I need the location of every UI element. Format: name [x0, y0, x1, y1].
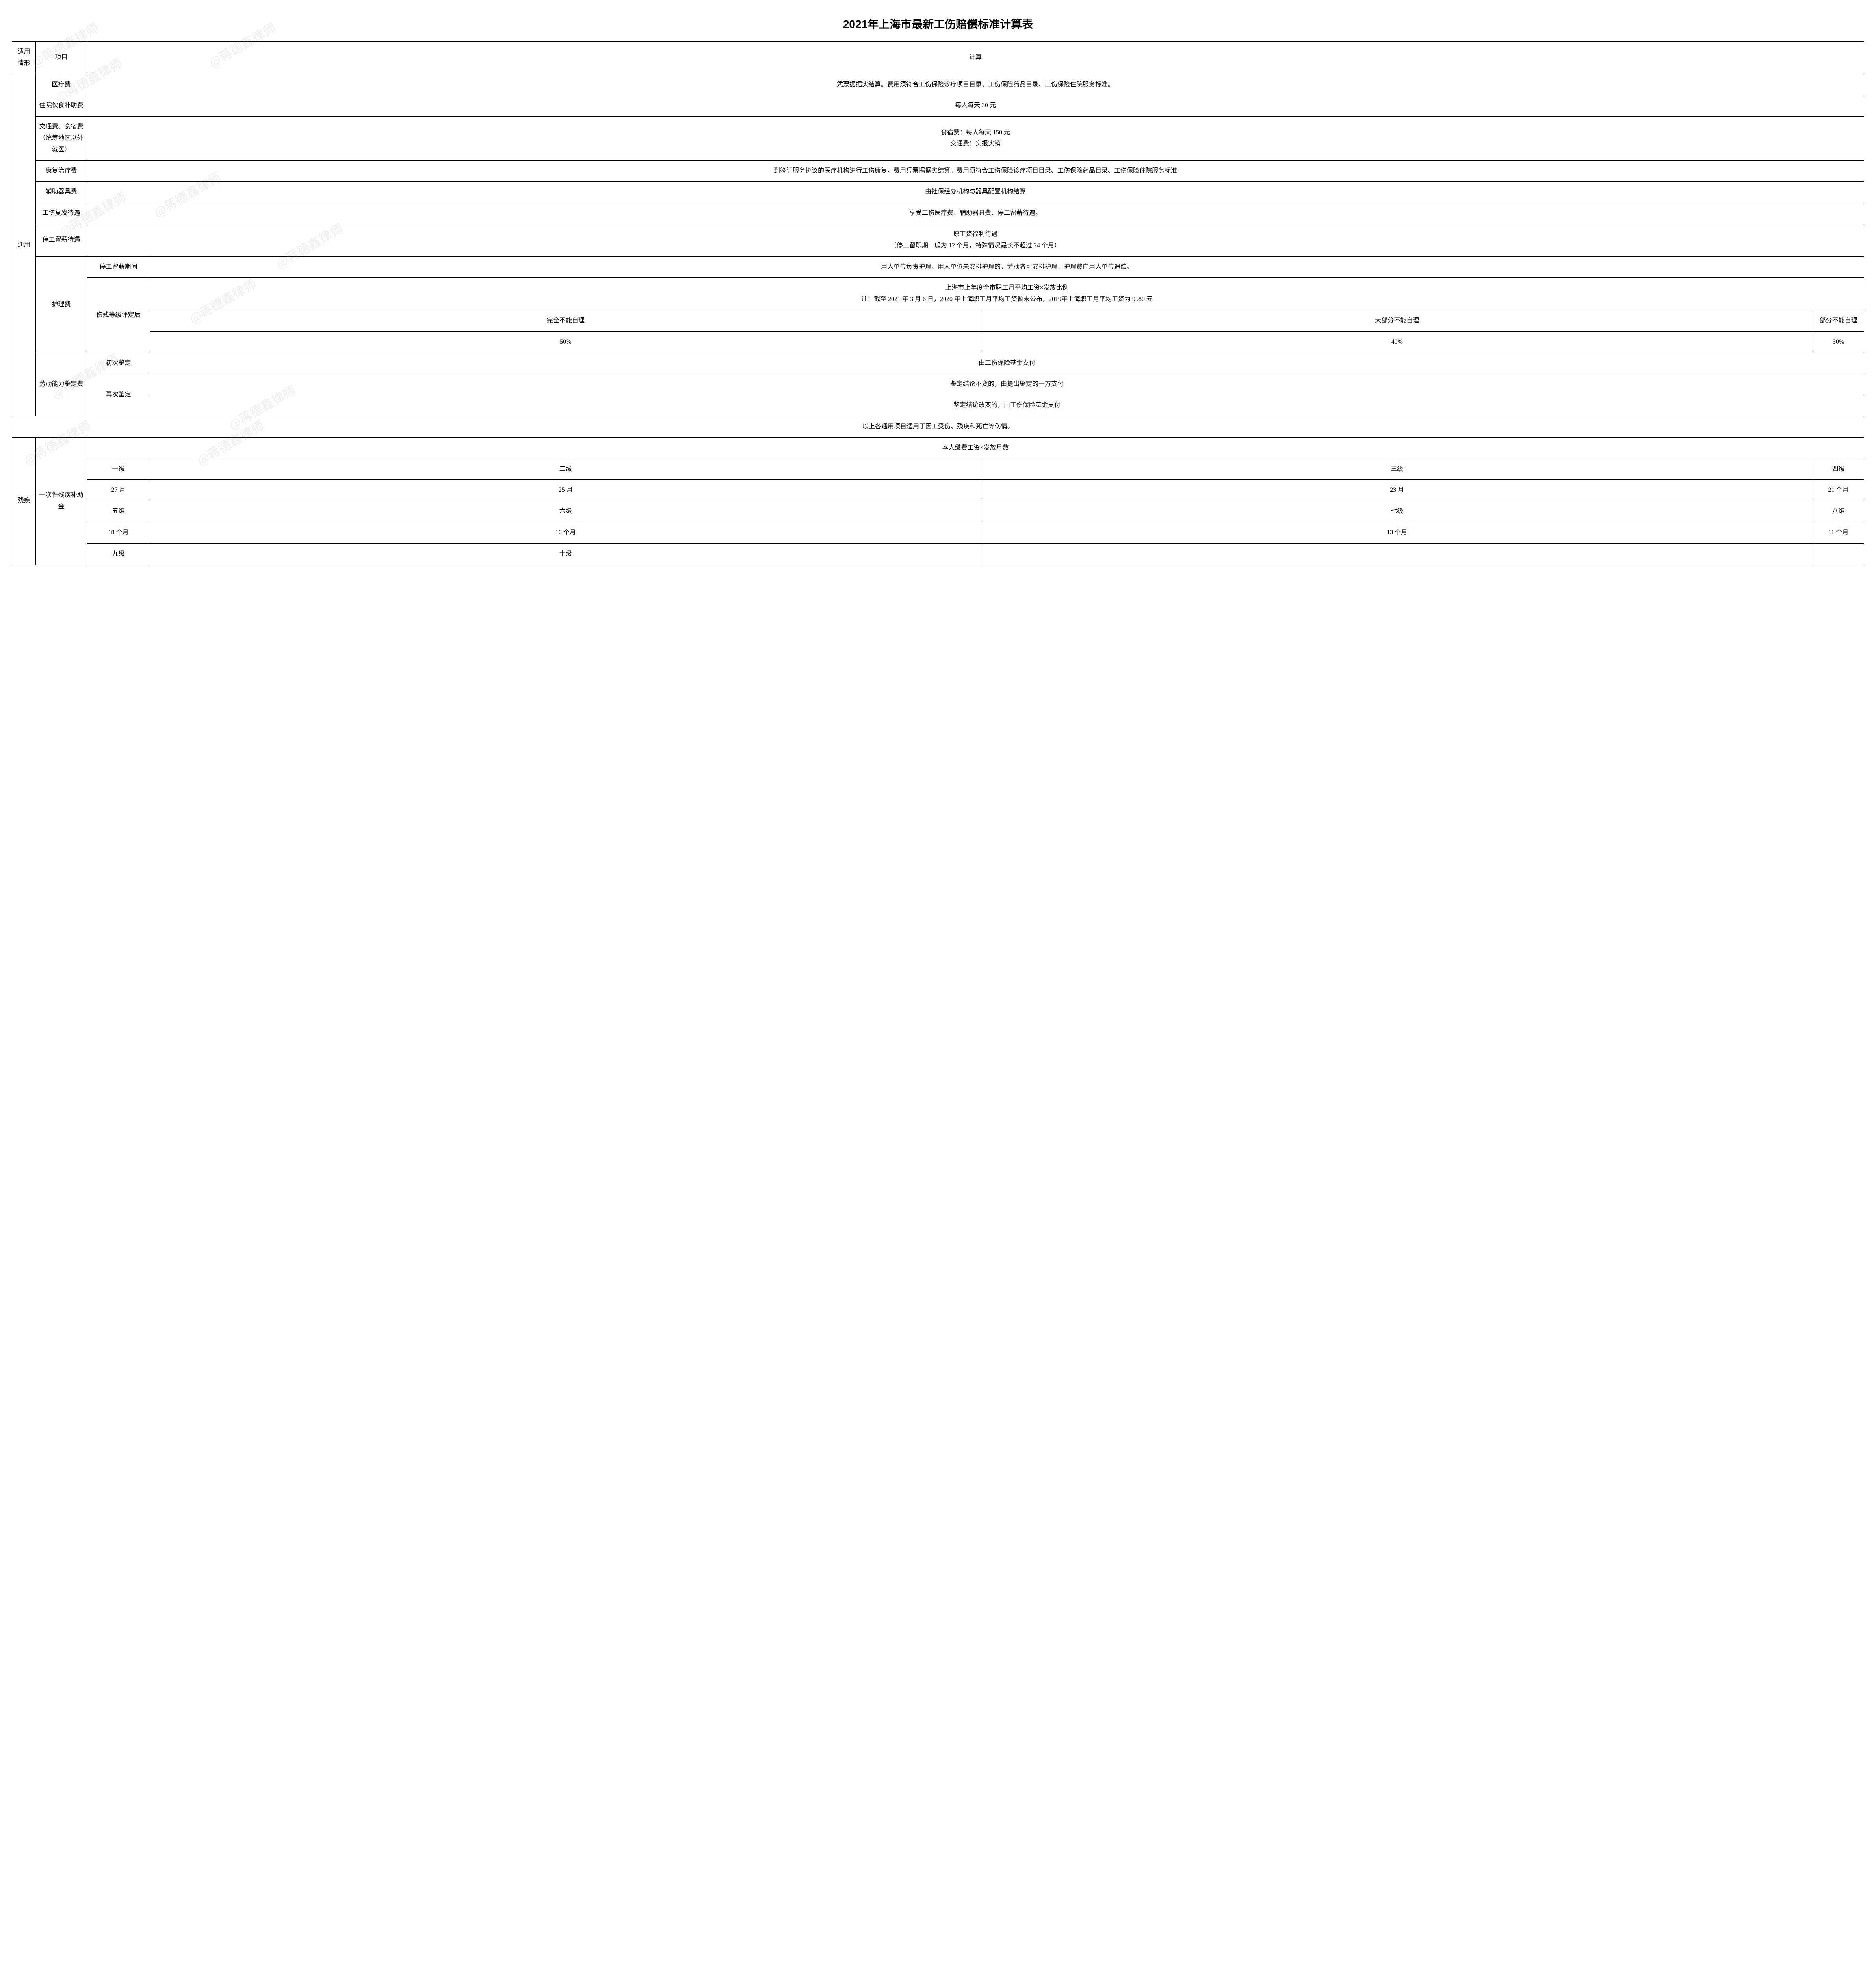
lump-g8: 八级 [1813, 501, 1864, 522]
calc-transport: 食宿费：每人每天 150 元 交通费：实报实销 [87, 117, 1864, 160]
table-row: 再次鉴定 鉴定结论不变的，由提出鉴定的一方支付 [12, 374, 1864, 395]
lump-g7: 七级 [981, 501, 1813, 522]
nursing-period-calc: 用人单位负责护理，用人单位未安排护理的，劳动者可安排护理，护理费向用人单位追偿。 [150, 256, 1864, 278]
assessment-second-calc2: 鉴定结论改变的，由工伤保险基金支付 [150, 395, 1864, 416]
nursing-level-full: 完全不能自理 [150, 310, 981, 331]
table-row: 康复治疗费 到签订服务协议的医疗机构进行工伤康复，费用凭票据据实结算。费用须符合… [12, 160, 1864, 182]
nursing-after-calc: 上海市上年度全市职工月平均工资×发放比例 注：截至 2021 年 3 月 6 日… [150, 278, 1864, 310]
scenario-disability: 残疾 [12, 437, 36, 565]
table-row: 50% 40% 30% [12, 331, 1864, 353]
table-row: 护理费 停工留薪期间 用人单位负责护理，用人单位未安排护理的，劳动者可安排护理，… [12, 256, 1864, 278]
assessment-first-calc: 由工伤保险基金支付 [150, 353, 1864, 374]
calc-hospital-food: 每人每天 30 元 [87, 95, 1864, 117]
table-row: 辅助器具费 由社保经办机构与器具配置机构结算 [12, 182, 1864, 203]
item-lump: 一次性残疾补助金 [36, 437, 87, 565]
table-row: 伤残等级评定后 上海市上年度全市职工月平均工资×发放比例 注：截至 2021 年… [12, 278, 1864, 310]
item-nursing: 护理费 [36, 256, 87, 353]
item-stoppay: 停工留薪待遇 [36, 224, 87, 256]
item-transport: 交通费、食宿费（统筹地区以外就医） [36, 117, 87, 160]
item-recurrence: 工伤复发待遇 [36, 203, 87, 224]
calc-recurrence: 享受工伤医疗费、辅助器具费、停工留薪待遇。 [87, 203, 1864, 224]
item-aids: 辅助器具费 [36, 182, 87, 203]
lump-g2: 二级 [150, 459, 981, 480]
lump-m3: 23 月 [981, 480, 1813, 501]
item-hospital-food: 住院伙食补助费 [36, 95, 87, 117]
nursing-ratio-full: 50% [150, 331, 981, 353]
lump-m4: 21 个月 [1813, 480, 1864, 501]
compensation-table: 适用情形 项目 计算 通用 医疗费 凭票据据实结算。费用须符合工伤保险诊疗项目目… [12, 41, 1864, 565]
nursing-period-label: 停工留薪期间 [87, 256, 150, 278]
item-rehab: 康复治疗费 [36, 160, 87, 182]
item-medical: 医疗费 [36, 74, 87, 95]
calc-medical: 凭票据据实结算。费用须符合工伤保险诊疗项目目录、工伤保险药品目录、工伤保险住院服… [87, 74, 1864, 95]
lump-g5: 五级 [87, 501, 150, 522]
common-note: 以上各通用项目适用于因工受伤、残疾和死亡等伤情。 [12, 416, 1864, 437]
header-item: 项目 [36, 42, 87, 74]
lump-g1: 一级 [87, 459, 150, 480]
table-row: 九级 十级 [12, 543, 1864, 565]
table-row: 18 个月 16 个月 13 个月 11 个月 [12, 522, 1864, 543]
table-row: 工伤复发待遇 享受工伤医疗费、辅助器具费、停工留薪待遇。 [12, 203, 1864, 224]
nursing-ratio-most: 40% [981, 331, 1813, 353]
table-row: 交通费、食宿费（统筹地区以外就医） 食宿费：每人每天 150 元 交通费：实报实… [12, 117, 1864, 160]
table-row: 通用 医疗费 凭票据据实结算。费用须符合工伤保险诊疗项目目录、工伤保险药品目录、… [12, 74, 1864, 95]
header-calc: 计算 [87, 42, 1864, 74]
table-row: 完全不能自理 大部分不能自理 部分不能自理 [12, 310, 1864, 331]
assessment-second-label: 再次鉴定 [87, 374, 150, 416]
table-row: 劳动能力鉴定费 初次鉴定 由工伤保险基金支付 [12, 353, 1864, 374]
lump-g4: 四级 [1813, 459, 1864, 480]
lump-empty2 [1813, 543, 1864, 565]
table-row: 残疾 一次性残疾补助金 本人缴费工资×发放月数 [12, 437, 1864, 459]
calc-aids: 由社保经办机构与器具配置机构结算 [87, 182, 1864, 203]
item-assessment: 劳动能力鉴定费 [36, 353, 87, 416]
lump-m6: 16 个月 [150, 522, 981, 543]
lump-empty1 [981, 543, 1813, 565]
calc-stoppay: 原工资福利待遇 （停工留职期一般为 12 个月，特殊情况最长不超过 24 个月） [87, 224, 1864, 256]
lump-m8: 11 个月 [1813, 522, 1864, 543]
lump-m7: 13 个月 [981, 522, 1813, 543]
table-row: 鉴定结论改变的，由工伤保险基金支付 [12, 395, 1864, 416]
table-row: 27 月 25 月 23 月 21 个月 [12, 480, 1864, 501]
table-row: 停工留薪待遇 原工资福利待遇 （停工留职期一般为 12 个月，特殊情况最长不超过… [12, 224, 1864, 256]
calc-rehab: 到签订服务协议的医疗机构进行工伤康复，费用凭票据据实结算。费用须符合工伤保险诊疗… [87, 160, 1864, 182]
lump-m5: 18 个月 [87, 522, 150, 543]
nursing-ratio-part: 30% [1813, 331, 1864, 353]
lump-m1: 27 月 [87, 480, 150, 501]
lump-g3: 三级 [981, 459, 1813, 480]
lump-g9: 九级 [87, 543, 150, 565]
header-scenario: 适用情形 [12, 42, 36, 74]
assessment-second-calc1: 鉴定结论不变的，由提出鉴定的一方支付 [150, 374, 1864, 395]
table-row: 以上各通用项目适用于因工受伤、残疾和死亡等伤情。 [12, 416, 1864, 437]
assessment-first-label: 初次鉴定 [87, 353, 150, 374]
scenario-common: 通用 [12, 74, 36, 416]
nursing-level-part: 部分不能自理 [1813, 310, 1864, 331]
table-row: 一级 二级 三级 四级 [12, 459, 1864, 480]
table-row: 住院伙食补助费 每人每天 30 元 [12, 95, 1864, 117]
lump-g10: 十级 [150, 543, 981, 565]
nursing-level-most: 大部分不能自理 [981, 310, 1813, 331]
lump-m2: 25 月 [150, 480, 981, 501]
nursing-after-label: 伤残等级评定后 [87, 278, 150, 353]
lump-g6: 六级 [150, 501, 981, 522]
lump-header: 本人缴费工资×发放月数 [87, 437, 1864, 459]
page-title: 2021年上海市最新工伤赔偿标准计算表 [12, 16, 1864, 32]
table-row: 五级 六级 七级 八级 [12, 501, 1864, 522]
table-header-row: 适用情形 项目 计算 [12, 42, 1864, 74]
